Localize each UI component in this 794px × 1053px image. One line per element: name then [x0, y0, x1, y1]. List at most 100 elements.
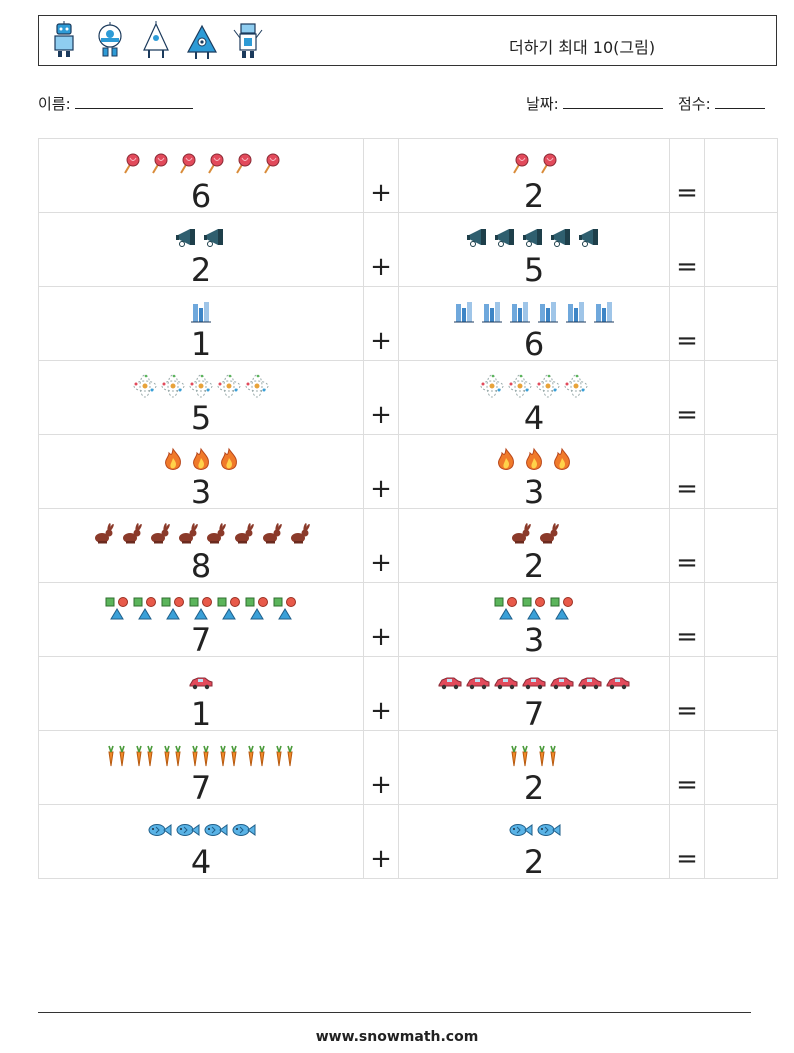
- answer-cell[interactable]: [704, 286, 778, 361]
- lollipop-icon: [202, 151, 228, 177]
- addend-b-pictures: [399, 666, 669, 698]
- addend-b-cell: 6: [398, 286, 670, 363]
- lollipop-icon: [230, 151, 256, 177]
- addend-b-number: 7: [523, 695, 545, 733]
- car-icon: [465, 669, 491, 695]
- flame-icon: [160, 447, 186, 473]
- answer-cell[interactable]: [704, 730, 778, 805]
- date-label: 날짜:: [526, 95, 559, 113]
- name-blank[interactable]: [75, 94, 194, 109]
- lollipop-icon: [118, 151, 144, 177]
- addend-a-cell: 6: [38, 138, 364, 215]
- addend-b-cell: 7: [398, 656, 670, 733]
- flame-icon: [188, 447, 214, 473]
- equals-sign: =: [669, 508, 705, 583]
- answer-cell[interactable]: [704, 508, 778, 583]
- rabbit-icon: [146, 521, 172, 547]
- plus-sign: +: [363, 508, 399, 583]
- addend-a-cell: 5: [38, 360, 364, 435]
- megaphone-icon: [549, 225, 575, 251]
- addend-b-cell: 3: [398, 582, 670, 657]
- addend-b-cell: 2: [398, 730, 670, 805]
- date-field: 날짜:: [526, 93, 664, 114]
- robot-icon: [233, 23, 263, 58]
- addend-b-pictures: [399, 518, 669, 550]
- equals-sign: =: [669, 434, 705, 509]
- shapes-icon: [272, 595, 298, 621]
- lollipop-icon: [535, 151, 561, 177]
- equals-sign: =: [669, 656, 705, 731]
- atom-icon: [160, 373, 186, 399]
- problem-row: 8 +2 =: [38, 508, 778, 583]
- answer-cell[interactable]: [704, 138, 778, 213]
- car-icon: [437, 669, 463, 695]
- megaphone-icon: [493, 225, 519, 251]
- megaphone-icon: [174, 225, 200, 251]
- score-blank[interactable]: [715, 94, 766, 109]
- robot-icon: [143, 21, 169, 58]
- addend-b-cell: 2: [398, 138, 670, 213]
- addend-a-pictures: [39, 296, 363, 328]
- answer-cell[interactable]: [704, 582, 778, 657]
- flame-icon: [493, 447, 519, 473]
- lollipop-icon: [146, 151, 172, 177]
- robot-icon: [54, 21, 74, 57]
- rabbit-icon: [118, 521, 144, 547]
- skyscraper-icon: [591, 299, 617, 325]
- fish-icon: [230, 817, 256, 843]
- shapes-icon: [244, 595, 270, 621]
- carrot-icon: [160, 743, 186, 769]
- fish-icon: [507, 817, 533, 843]
- addend-b-cell: 2: [398, 804, 670, 881]
- addend-b-number: 5: [523, 251, 545, 289]
- answer-cell[interactable]: [704, 804, 778, 879]
- header-box: 더하기 최대 10(그림): [38, 15, 777, 66]
- addend-a-cell: 1: [38, 286, 364, 361]
- addend-a-cell: 7: [38, 582, 364, 659]
- addend-a-cell: 7: [38, 730, 364, 805]
- robot-icon: [98, 22, 122, 57]
- addend-a-pictures: [39, 740, 363, 772]
- addend-a-pictures: [39, 444, 363, 476]
- addend-b-cell: 2: [398, 508, 670, 583]
- name-label: 이름:: [38, 95, 71, 113]
- answer-cell[interactable]: [704, 212, 778, 287]
- addend-a-number: 6: [190, 177, 212, 215]
- car-icon: [605, 669, 631, 695]
- plus-sign: +: [363, 656, 399, 731]
- problem-row: 3 +3 =: [38, 434, 778, 511]
- plus-sign: +: [363, 212, 399, 287]
- answer-cell[interactable]: [704, 360, 778, 435]
- carrot-icon: [216, 743, 242, 769]
- score-label: 점수:: [678, 95, 711, 113]
- flame-icon: [549, 447, 575, 473]
- problem-row: 4 +2 =: [38, 804, 778, 881]
- problem-row: 7 +3 =: [38, 582, 778, 659]
- megaphone-icon: [465, 225, 491, 251]
- addend-a-number: 1: [190, 695, 212, 733]
- addend-b-pictures: [399, 814, 669, 846]
- carrot-icon: [188, 743, 214, 769]
- name-field: 이름:: [38, 93, 194, 114]
- addend-a-number: 7: [190, 621, 212, 659]
- plus-sign: +: [363, 730, 399, 805]
- answer-cell[interactable]: [704, 434, 778, 509]
- fish-icon: [535, 817, 561, 843]
- answer-cell[interactable]: [704, 656, 778, 731]
- addend-b-pictures: [399, 222, 669, 254]
- plus-sign: +: [363, 434, 399, 509]
- addend-a-pictures: [39, 518, 363, 550]
- problem-grid: 6 +2 = 2 +5 = 1 +6 = 5 +4 = 3 +3 = 8 +2 = 7 +3 = 1 +7 = 7 +2 = 4 +2 =: [38, 138, 778, 879]
- addend-b-number: 2: [523, 843, 545, 881]
- robot-icon: [186, 24, 218, 59]
- date-blank[interactable]: [563, 94, 664, 109]
- flame-icon: [521, 447, 547, 473]
- lollipop-icon: [507, 151, 533, 177]
- rabbit-icon: [258, 521, 284, 547]
- addend-b-number: 6: [523, 325, 545, 363]
- addend-a-number: 3: [190, 473, 212, 511]
- rabbit-icon: [535, 521, 561, 547]
- atom-icon: [535, 373, 561, 399]
- addend-a-cell: 8: [38, 508, 364, 583]
- addend-b-pictures: [399, 592, 669, 624]
